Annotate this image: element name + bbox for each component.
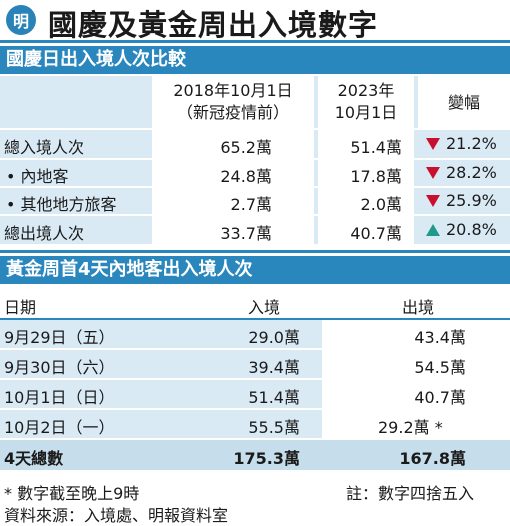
value-2023: 17.8萬 [350,167,402,186]
up-triangle-icon [426,224,440,236]
row-separator [0,158,510,160]
out-cell: 40.7萬 [414,388,466,407]
header-row-bg [0,288,510,318]
col-in-header: 入境 [248,298,281,317]
value-2018: 24.8萬 [220,167,272,186]
down-triangle-icon [426,138,440,150]
row-separator [0,408,510,410]
col-change-bg [418,76,510,128]
col-2018-header-line1: 2018年10月1日 [173,81,293,100]
date-cell: 10月2日（一） [4,418,115,437]
date-cell: 9月29日（五） [4,328,115,347]
out-cell: 29.2萬 * [378,418,443,437]
down-triangle-icon [426,167,440,179]
rounding-note: 註：數字四捨五入 [346,484,475,503]
row-label: • 其他地方旅客 [6,195,117,214]
source-note: 資料來源：入境處、明報資料室 [4,506,229,525]
total-row: 4天總數 175.3萬 167.8萬 [0,440,510,470]
row-separator [0,214,510,216]
col-2023-header-line2: 10月1日 [334,103,398,122]
divider [0,40,510,43]
row-separator [0,438,510,440]
col-change-header: 變幅 [447,93,480,112]
in-cell: 39.4萬 [248,358,300,377]
row-label: 總入境人次 [4,138,85,157]
footnote: * 數字截至晚上9時 [4,484,140,503]
newspaper-logo: 明 [6,5,36,35]
section1-title: 國慶日出入境人次比較 [0,46,510,74]
value-2023: 2.0萬 [360,195,402,214]
value-2018: 2.7萬 [230,195,272,214]
value-2018: 33.7萬 [220,224,272,243]
row-label: 總出境人次 [4,224,85,243]
total-in: 175.3萬 [233,449,300,468]
col-2018-bg [152,76,314,244]
change-value: 28.2% [446,163,497,182]
golden-week-table: 日期 入境 出境 9月29日（五） 29.0萬 43.4萬 9月30日（六） 3… [0,288,510,468]
in-cell: 55.5萬 [248,418,300,437]
col-2023-header-line1: 2023年 [337,81,395,100]
row-separator [0,186,510,188]
col-date-header: 日期 [4,298,37,317]
in-cell: 51.4萬 [248,388,300,407]
col-2023-bg [318,76,414,244]
col-out-header: 出境 [402,298,435,317]
total-label: 4天總數 [4,449,64,468]
value-2023: 40.7萬 [350,224,402,243]
row-separator [0,128,510,130]
comparison-table: 2018年10月1日 （新冠疫情前） 2023年 10月1日 變幅 總入境人次 … [0,76,510,244]
header-separator [0,318,510,320]
out-cell: 43.4萬 [414,328,466,347]
row-separator [0,348,510,350]
row-label: • 內地客 [6,167,69,186]
value-2023: 51.4萬 [350,138,402,157]
down-triangle-icon [426,195,440,207]
row-separator [0,378,510,380]
total-out: 167.8萬 [399,449,466,468]
page-title: 國慶及黃金周出入境數字 [48,8,379,42]
change-value: 21.2% [446,134,497,153]
date-cell: 10月1日（日） [4,388,115,407]
header: 明 國慶及黃金周出入境數字 [0,0,510,42]
change-value: 20.8% [446,220,497,239]
date-cell: 9月30日（六） [4,358,115,377]
value-2018: 65.2萬 [220,138,272,157]
out-cell: 54.5萬 [414,358,466,377]
in-cell: 29.0萬 [248,328,300,347]
section2-title: 黃金周首4天內地客出入境人次 [0,256,510,284]
change-value: 25.9% [446,191,497,210]
divider [0,250,510,253]
col-2018-header-line2: （新冠疫情前） [176,103,289,122]
